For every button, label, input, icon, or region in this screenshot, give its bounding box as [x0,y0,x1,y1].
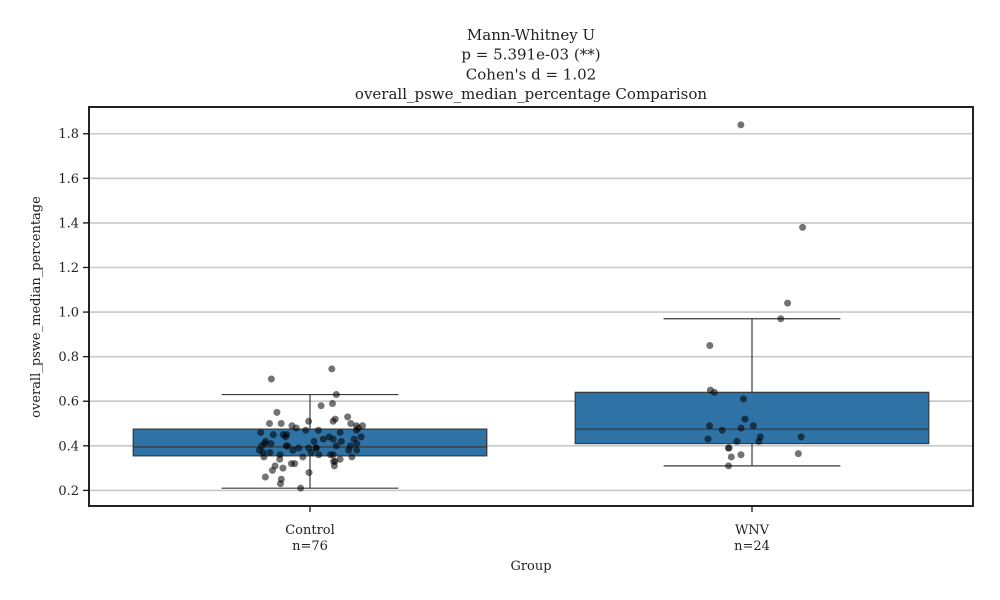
data-point [346,442,354,450]
data-point [271,462,279,470]
data-point [749,422,757,430]
x-tick-count-label: n=24 [734,539,770,554]
data-point [319,435,327,443]
data-point [315,451,323,459]
data-point [337,437,345,445]
data-point [288,422,296,430]
data-point [273,408,281,416]
data-point [336,428,344,436]
y-axis-label: overall_pswe_median_percentage [29,196,44,418]
data-point [276,451,284,459]
x-axis-label: Group [510,559,551,574]
data-point [794,450,802,458]
data-point [358,422,366,430]
data-point [353,446,361,454]
chart-title: Mann-Whitney U p = 5.391e-03 (**)Cohen's … [355,26,707,103]
y-tick-label: 1.0 [58,306,79,321]
data-point [706,386,714,394]
data-point [257,428,265,436]
y-tick-label: 0.8 [58,350,79,365]
data-point [350,435,358,443]
data-point [269,431,277,439]
data-point [347,420,355,428]
data-point [328,399,336,407]
data-point [784,299,792,307]
data-point [261,473,269,481]
data-point [797,433,805,441]
data-point [706,342,714,350]
y-tick-label: 1.4 [58,216,79,231]
data-point [279,464,287,472]
data-point [262,437,270,445]
data-point [352,422,360,430]
title-line: Mann-Whitney U [467,26,595,44]
data-point [314,426,322,434]
y-tick-label: 0.6 [58,395,79,410]
box-wnv [574,391,930,445]
data-point [305,444,313,452]
data-point [332,391,340,399]
data-points [255,121,807,492]
data-point [305,417,313,425]
data-point [267,440,275,448]
x-tick-count-label: n=76 [292,539,328,554]
data-point [283,431,291,439]
data-point [310,437,318,445]
data-point [332,442,340,450]
y-tick-label: 1.6 [58,172,79,187]
data-point [266,449,274,457]
title-line: overall_pswe_median_percentage Compariso… [355,85,707,103]
data-point [299,453,307,461]
data-point [344,413,352,421]
data-point [737,424,745,432]
data-point [357,433,365,441]
data-point [739,395,747,403]
data-point [317,402,325,410]
data-point [331,415,339,423]
data-point [267,375,275,383]
y-tick-label: 0.4 [58,439,79,454]
data-point [325,433,333,441]
data-point [312,444,320,452]
data-point [326,451,334,459]
data-point [266,420,274,428]
data-point [733,437,741,445]
plot-frame [88,106,974,507]
data-point [799,223,807,231]
y-tick-label: 1.2 [58,261,79,276]
data-point [302,426,310,434]
data-point [777,315,785,323]
data-point [741,415,749,423]
y-tick-label: 1.8 [58,127,79,142]
y-axis-ticks: 0.2 0.4 0.6 0.8 1.0 1.2 1.4 1.6 1.8 [58,127,89,499]
data-point [277,475,285,483]
x-tick-label: WNV [735,523,770,538]
data-point [348,453,356,461]
data-point [277,420,285,428]
data-point [305,469,313,477]
title-line: Cohen's d = 1.02 [466,65,596,83]
data-point [704,435,712,443]
data-point [706,422,714,430]
title-line: p = 5.391e-03 (**) [461,46,600,64]
data-point [328,365,336,373]
y-tick-label: 0.2 [58,484,79,499]
data-point [725,444,733,452]
data-point [756,433,764,441]
data-point [289,446,297,454]
data-point [737,451,745,459]
data-point [725,462,733,470]
data-point [282,442,290,450]
data-point [727,453,735,461]
data-point [737,121,745,129]
data-point [291,460,299,468]
data-point [336,455,344,463]
data-point [297,484,305,492]
boxes [132,318,930,489]
data-point [718,426,726,434]
data-point [295,444,303,452]
x-tick-label: Control [285,523,335,538]
